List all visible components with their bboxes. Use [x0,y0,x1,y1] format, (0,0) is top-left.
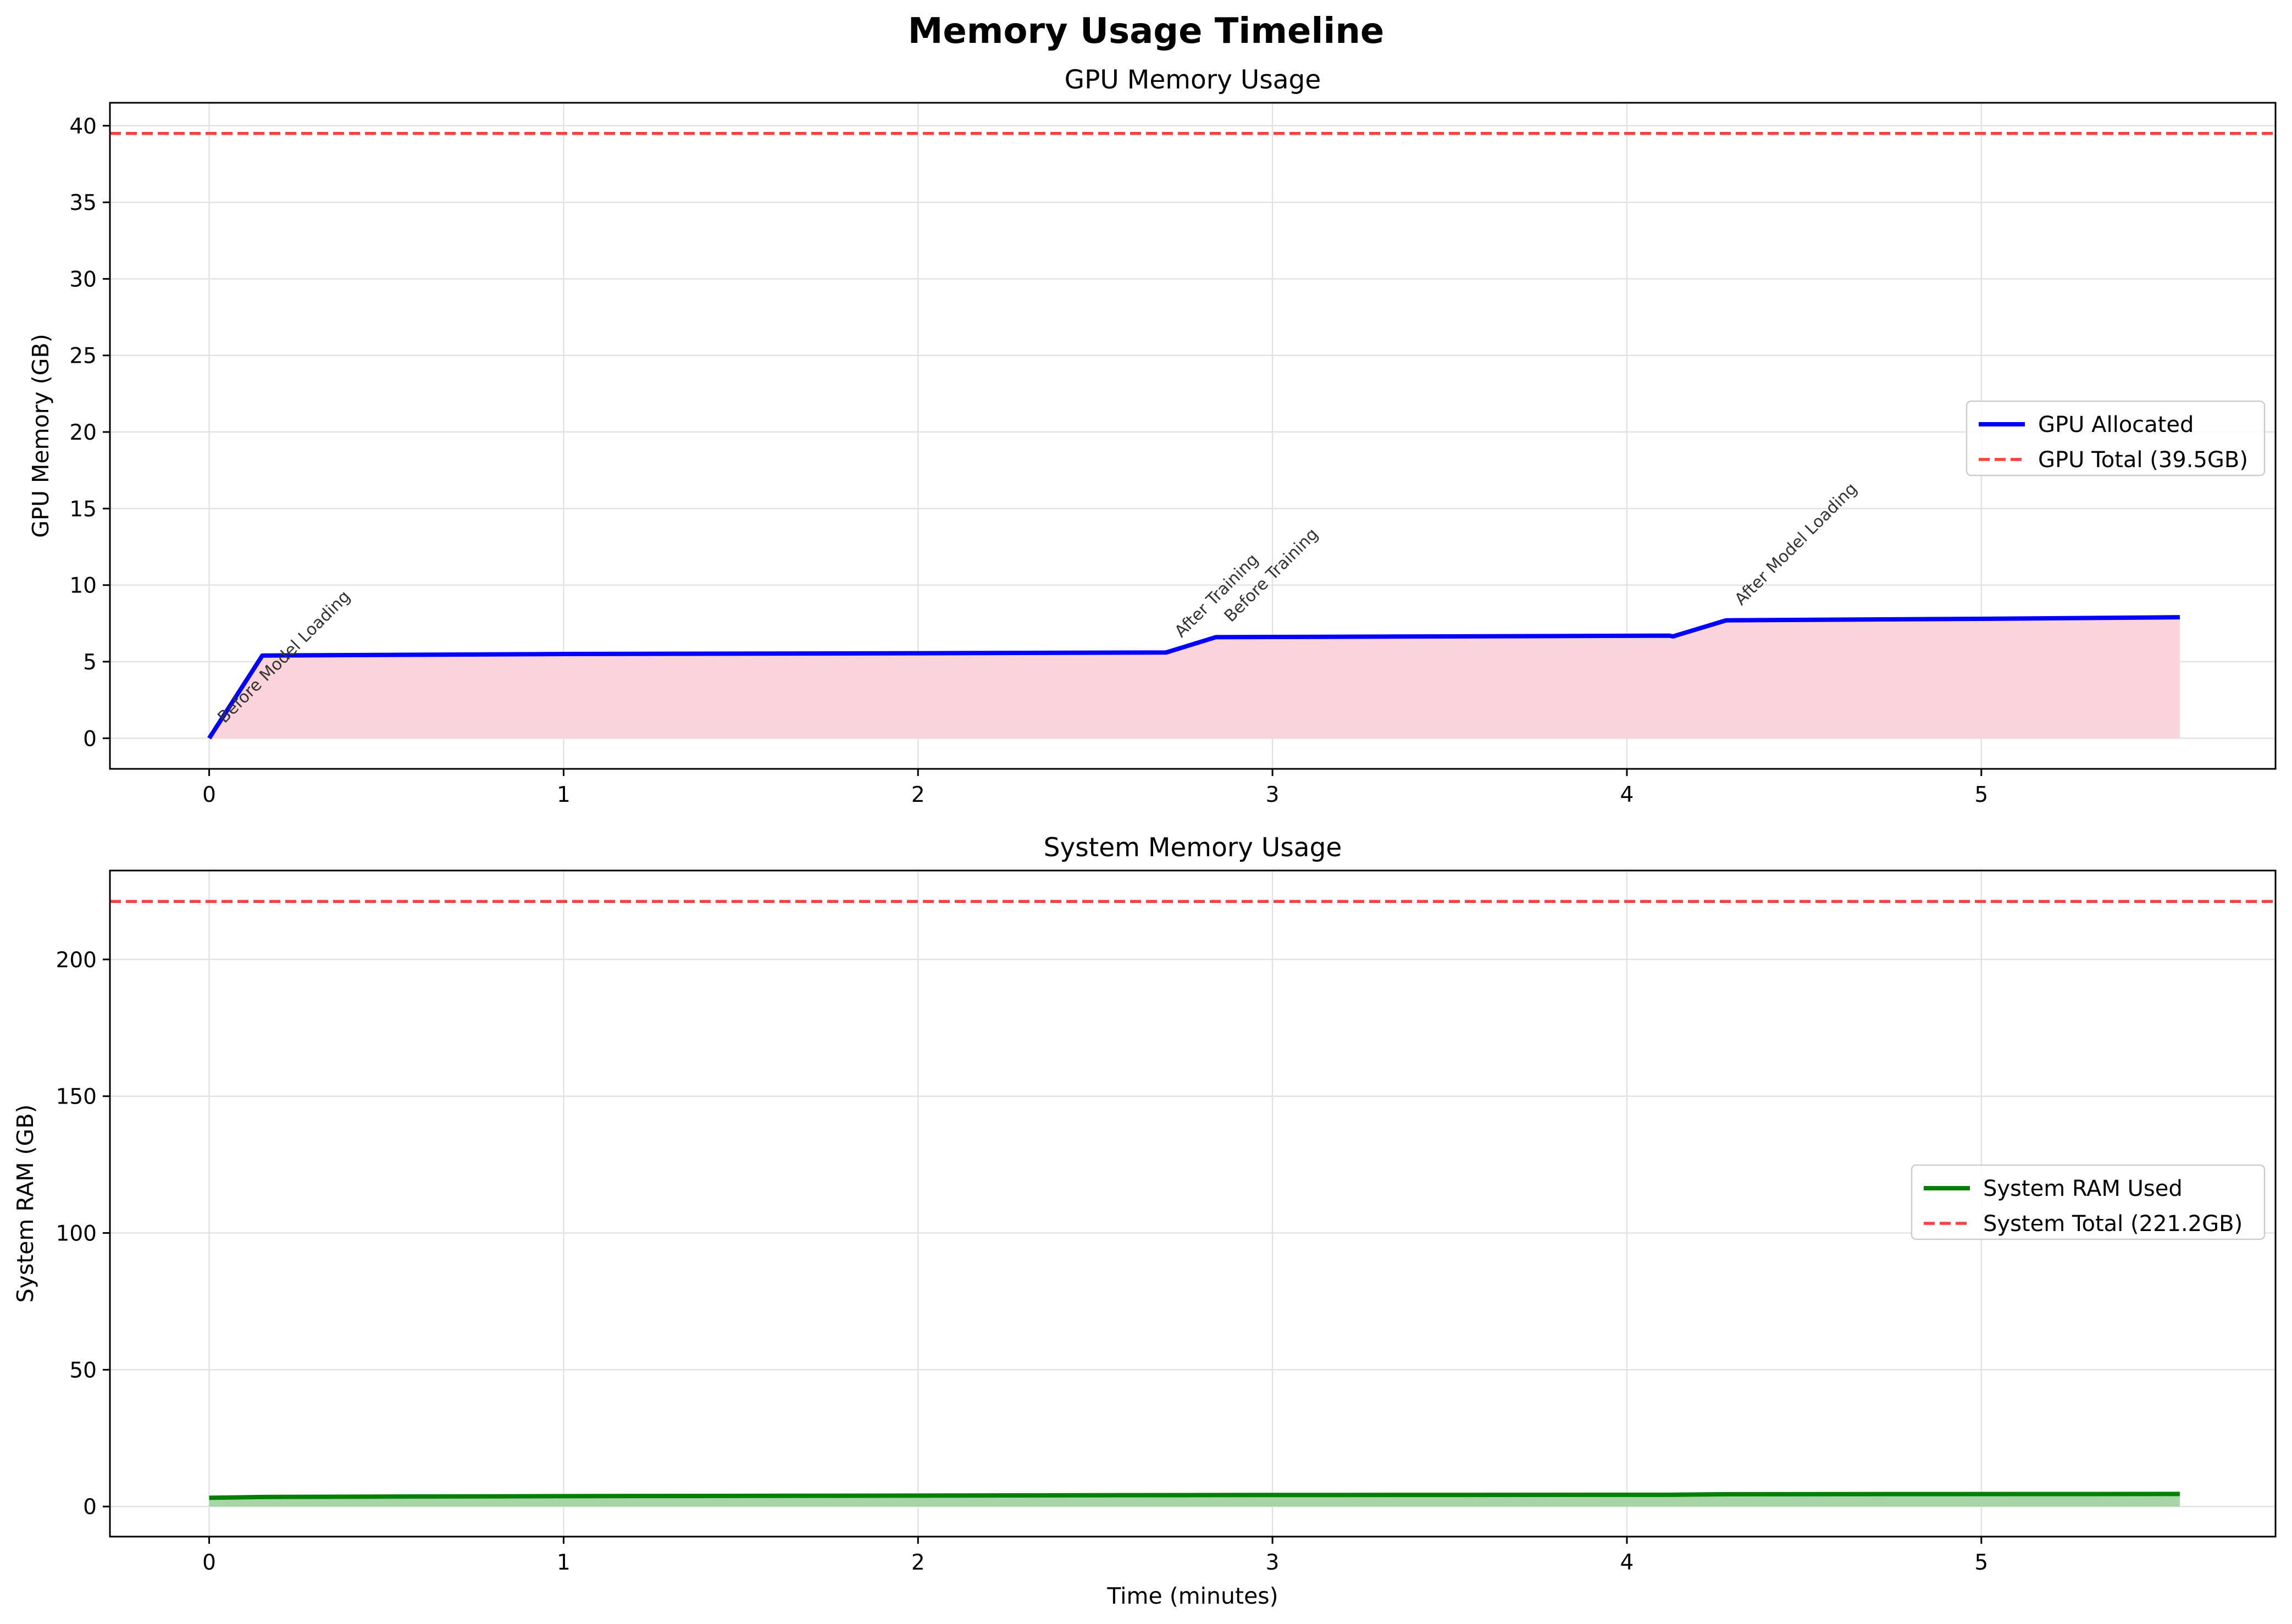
axes-frame [109,869,2277,1538]
y-tick-label: 25 [69,344,97,369]
y-tick-label: 150 [56,1085,97,1110]
x-tick-label: 4 [1620,1550,1634,1575]
legend: GPU Allocated GPU Total (39.5GB) [1966,400,2266,476]
x-tick-label: 0 [202,783,216,807]
annotation-label: After Model Loading [1731,479,1861,609]
y-tick-label: 20 [69,420,97,445]
y-tick-label: 40 [69,114,97,139]
y-axis-label: GPU Memory (GB) [27,334,54,537]
y-tick-label: 10 [69,574,97,598]
legend-label: GPU Allocated [2038,412,2194,437]
ram-used-line [209,1492,2180,1500]
y-tick-label: 0 [83,727,97,751]
y-tick-label: 35 [69,191,97,215]
x-tick-label: 3 [1266,1550,1280,1575]
x-tick-label: 3 [1266,783,1280,807]
legend: System RAM Used System Total (221.2GB) [1911,1164,2266,1240]
axes-frame [109,102,2277,770]
x-tick-label: 4 [1620,783,1634,807]
x-axis-label: Time (minutes) [1106,1583,1278,1609]
y-axis-label: System RAM (GB) [12,1104,38,1302]
legend-label: System RAM Used [1983,1176,2183,1201]
legend-box [1911,1164,2266,1240]
legend-box [1966,400,2266,476]
x-tick-label: 0 [202,1550,216,1575]
y-tick-label: 50 [69,1358,97,1383]
legend-label: System Total (221.2GB) [1983,1211,2243,1237]
gpu-allocated-area [209,617,2180,739]
axes-title: GPU Memory Usage [1065,65,1321,95]
x-tick-label: 2 [911,1550,925,1575]
gpu-allocated-line [207,615,2180,740]
x-tick-label: 2 [911,783,925,807]
legend-label: GPU Total (39.5GB) [2038,447,2248,473]
y-tick-label: 5 [83,650,97,675]
y-tick-label: 30 [69,267,97,292]
gpu-memory-chart: Before Model Loading After TrainingBefore… [27,65,2277,807]
x-tick-label: 5 [1974,783,1988,807]
axes-title: System Memory Usage [1044,833,1342,863]
y-tick-label: 15 [69,497,97,522]
x-tick-label: 5 [1974,1550,1988,1575]
figure-title: Memory Usage Timeline [908,11,1385,52]
y-tick-label: 100 [56,1222,97,1246]
y-tick-label: 0 [83,1495,97,1520]
x-tick-label: 1 [557,1550,571,1575]
x-tick-label: 1 [557,783,571,807]
y-tick-label: 200 [56,948,97,973]
